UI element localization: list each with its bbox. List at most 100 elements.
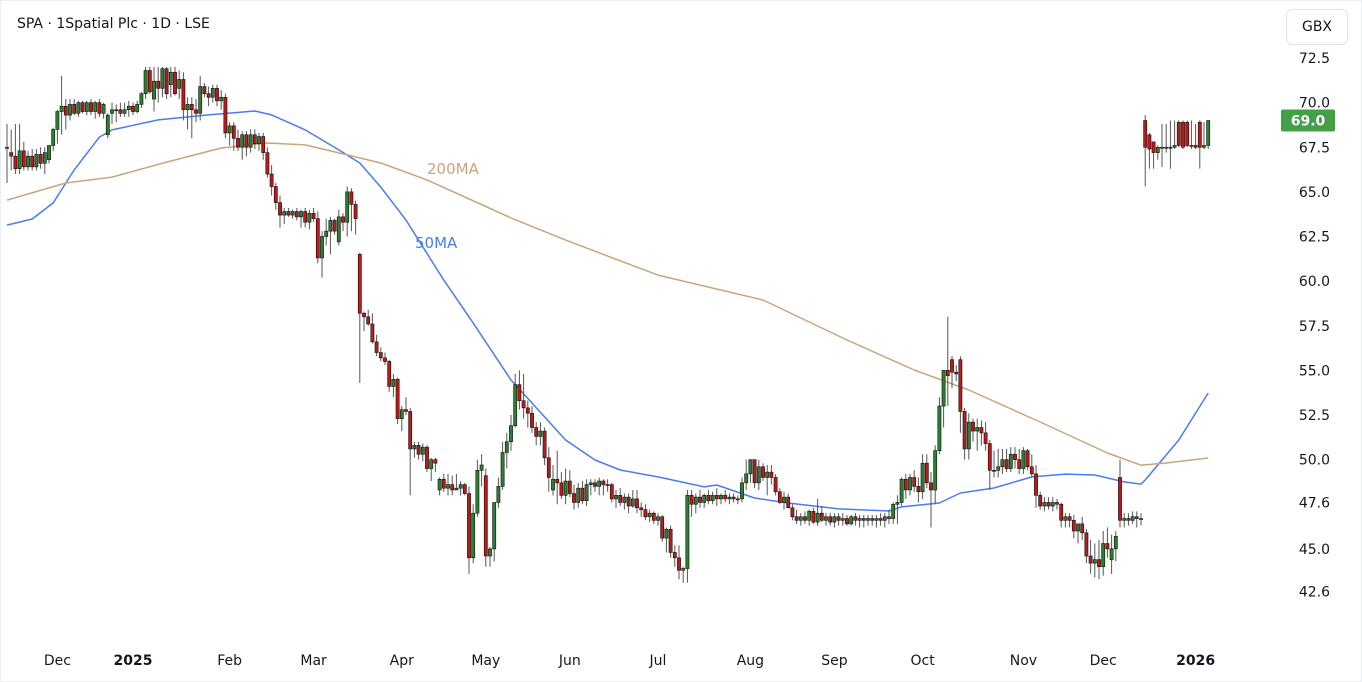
candle [189,97,194,139]
candle [479,454,484,487]
candle-body [450,484,455,491]
candle [748,459,753,483]
candle [194,99,198,123]
candle-body [630,498,635,507]
candle-body [551,478,555,491]
candle [1122,513,1127,528]
candle-body [299,211,303,218]
price-axis[interactable]: 72.5 70.0 67.5 65.0 62.5 60.0 57.5 55.0 52.5 50.0… [1299,51,1330,601]
candle-body [1029,466,1034,475]
candle-body [168,71,173,86]
candle-body [492,502,497,550]
candle [668,525,673,558]
candle-body [572,493,576,503]
candle-body [824,516,828,521]
candle [30,149,35,171]
candle-body [597,480,602,487]
candle-body [840,518,845,521]
candle-body [916,486,921,493]
x-tick-label: Dec [1090,653,1117,669]
candle [542,427,547,465]
candle [437,477,442,496]
candle [299,209,303,228]
candle [42,147,47,175]
candle-body [483,475,488,557]
candle-body [362,312,366,318]
candle [551,464,555,496]
candle-body [504,441,509,453]
candle-body [1013,453,1017,460]
candle [504,432,509,469]
candle [954,365,959,382]
candle-body [194,109,198,114]
candle [584,479,589,507]
candle [723,489,728,503]
candle [761,463,765,482]
candle-body [1063,516,1068,521]
candle-body [93,102,98,112]
candle-body [374,341,379,353]
candle [870,514,875,526]
candle [17,124,22,175]
candle [563,468,568,505]
candle-body [126,105,131,111]
candle [139,91,144,108]
candle [147,66,152,94]
candle [1021,447,1026,474]
y-tick-label: 60.0 [1299,274,1330,290]
candle [122,102,127,117]
candle [618,488,623,507]
currency-button[interactable]: GBX [1286,9,1348,45]
candle-body [819,512,824,521]
candle-body [656,516,660,521]
candle-body [794,516,799,521]
candle-body [467,493,471,559]
candle [509,415,513,451]
candle-body [668,528,673,553]
candle-body [500,452,505,487]
candle [702,493,707,508]
candle [244,131,249,157]
candle-body [677,557,681,571]
candle-body [588,482,593,485]
candle-body [370,323,375,343]
candle-body [920,462,925,493]
candle [794,509,799,524]
candle-body [76,102,81,114]
candle [1206,120,1211,150]
candle [567,470,572,498]
candle [845,514,849,526]
candle [538,422,543,446]
candle-body [530,412,534,428]
candle-body [160,68,165,89]
y-tick-label: 50.0 [1299,453,1330,469]
candle [836,513,841,526]
candle [72,99,77,116]
candle-body [1185,121,1190,146]
candle-body [929,482,933,491]
candle-body [538,430,543,437]
candle-body [773,477,778,493]
candle [782,491,786,510]
candle-body [878,518,883,521]
candle [714,488,719,507]
candle-body [861,518,866,521]
y-tick-label: 42.6 [1299,585,1330,601]
candle-body [97,102,102,114]
candle [866,514,870,526]
candle [639,502,644,517]
candle [580,481,585,505]
candle-body [651,512,656,521]
candle-body [1084,532,1089,557]
candle-body [101,104,106,114]
candle-body [1172,145,1177,148]
candle [895,495,900,524]
time-axis[interactable]: Dec 2025 Feb Mar Apr May Jun Jul Aug Sep Oct Nov Dec… [44,653,1215,669]
candle-body [1164,146,1169,149]
candle [840,513,845,526]
candle-body [534,427,539,437]
ma200-label: 200MA [427,160,480,178]
candle [996,448,1001,478]
candle [378,347,383,362]
